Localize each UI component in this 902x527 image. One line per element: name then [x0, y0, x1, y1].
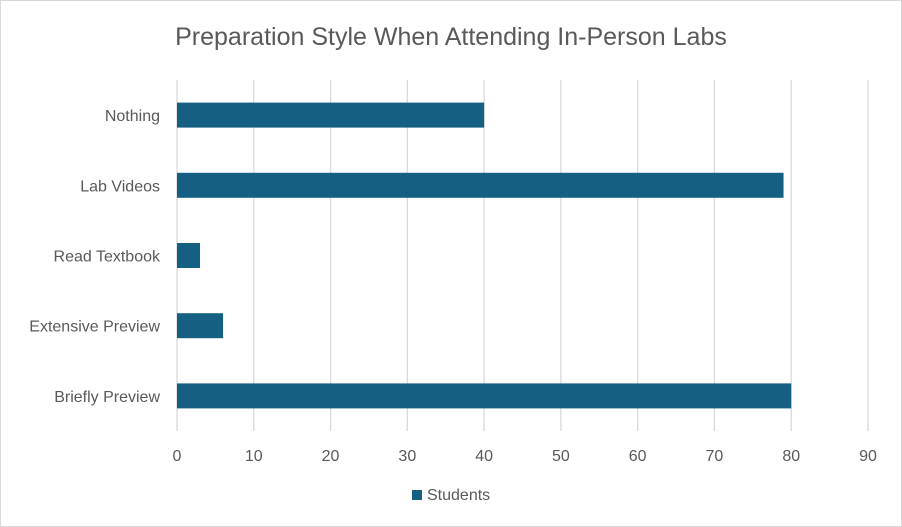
x-tick-label: 50 — [552, 448, 570, 465]
category-label: Read Textbook — [54, 249, 161, 266]
gridlines — [176, 80, 869, 431]
bar — [177, 243, 201, 268]
bar — [177, 102, 485, 128]
legend: Students — [412, 487, 490, 504]
legend-label: Students — [427, 487, 490, 504]
x-tick-label: 0 — [173, 448, 182, 465]
x-tick-label: 10 — [245, 448, 263, 465]
bars — [177, 102, 792, 409]
x-tick-label: 80 — [782, 448, 800, 465]
bar — [177, 313, 224, 339]
bar — [177, 383, 792, 409]
category-labels: Nothing Lab Videos Read Textbook Extensive … — [29, 108, 161, 406]
category-label: Lab Videos — [80, 178, 160, 195]
x-tick-label: 60 — [629, 448, 647, 465]
x-axis-tick-labels: 0 10 20 30 40 50 60 70 80 90 — [173, 448, 877, 465]
chart-title: Preparation Style When Attending In-Pers… — [175, 23, 727, 51]
x-tick-label: 90 — [859, 448, 877, 465]
x-tick-label: 70 — [706, 448, 724, 465]
x-tick-label: 40 — [475, 448, 493, 465]
legend-swatch — [412, 490, 422, 500]
x-tick-label: 20 — [322, 448, 340, 465]
category-label: Nothing — [105, 108, 160, 125]
category-label: Extensive Preview — [29, 319, 160, 336]
category-label: Briefly Preview — [54, 389, 160, 406]
bar — [177, 172, 784, 198]
x-tick-label: 30 — [398, 448, 416, 465]
